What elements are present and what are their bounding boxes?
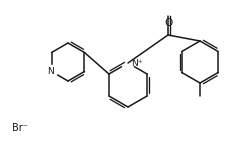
Text: N⁺: N⁺ [131, 59, 143, 68]
Text: N: N [47, 67, 54, 76]
Text: O: O [164, 18, 172, 28]
Text: Br⁻: Br⁻ [12, 123, 28, 133]
